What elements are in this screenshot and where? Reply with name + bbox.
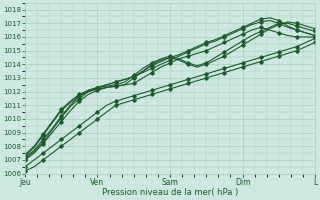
X-axis label: Pression niveau de la mer( hPa ): Pression niveau de la mer( hPa ): [102, 188, 238, 197]
